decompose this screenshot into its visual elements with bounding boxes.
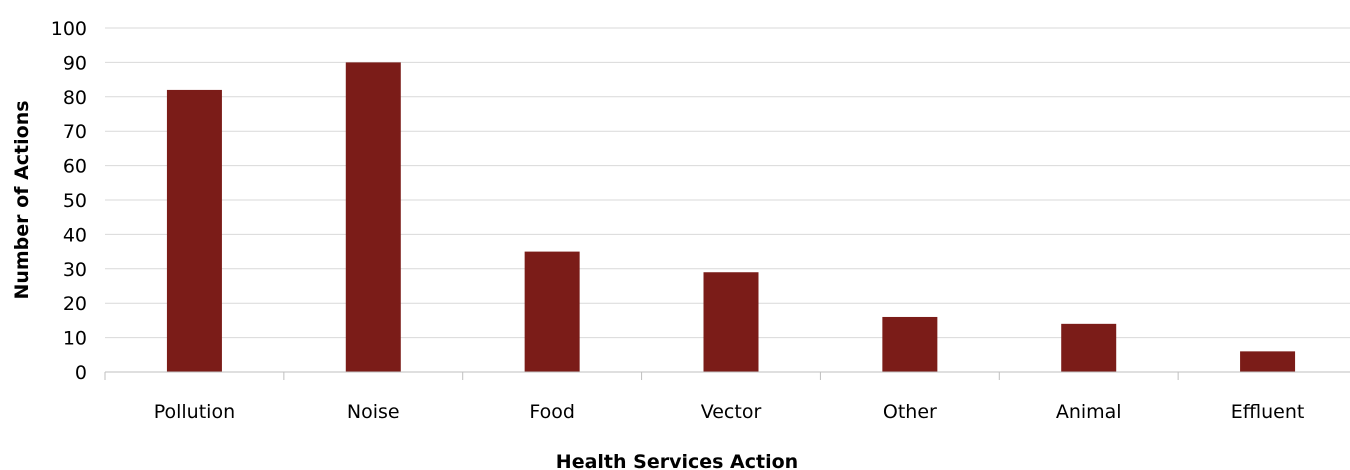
y-axis-tick-labels: 0 10 20 30 40 50 60 70 80 90 100 (51, 18, 87, 384)
bar-food (524, 251, 580, 372)
x-category-label: Effluent (1231, 401, 1305, 423)
y-tick-label: 60 (63, 156, 87, 178)
y-tick-label: 20 (63, 293, 87, 315)
x-axis-title: Health Services Action (556, 451, 798, 470)
bar-animal (1061, 323, 1117, 372)
x-category-label: Vector (701, 401, 762, 423)
y-tick-label: 90 (63, 52, 87, 74)
x-axis-category-labels: Pollution Noise Food Vector Other Animal Efflu… (154, 401, 1305, 423)
y-axis-title: Number of Actions (11, 100, 33, 299)
y-tick-label: 30 (63, 259, 87, 281)
bar-vector (703, 272, 759, 372)
bar-pollution (166, 89, 222, 373)
x-category-label: Other (883, 401, 937, 423)
y-tick-label: 80 (63, 87, 87, 109)
y-tick-label: 50 (63, 190, 87, 212)
x-category-label: Food (529, 401, 575, 423)
bars (166, 62, 1296, 373)
x-axis-ticks (104, 372, 1179, 380)
bar-other (882, 316, 938, 372)
gridlines (105, 27, 1350, 339)
x-category-label: Noise (347, 401, 400, 423)
y-tick-label: 0 (75, 362, 87, 384)
x-category-label: Pollution (154, 401, 235, 423)
y-tick-label: 70 (63, 121, 87, 143)
x-category-label: Animal (1056, 401, 1122, 423)
bar-noise (345, 62, 401, 373)
bar-effluent (1240, 351, 1296, 372)
y-tick-label: 100 (51, 18, 87, 40)
y-tick-label: 40 (63, 224, 87, 246)
y-tick-label: 10 (63, 328, 87, 350)
